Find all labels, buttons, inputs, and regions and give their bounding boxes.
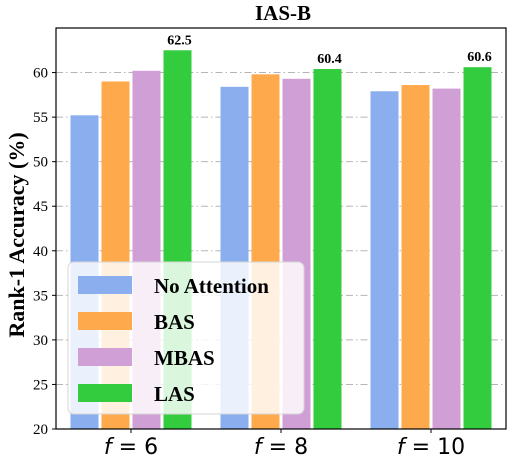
legend-swatch [78, 384, 132, 402]
legend-box [67, 261, 305, 415]
legend-swatch [78, 348, 132, 366]
x-tick-label: f = 6 [104, 435, 158, 457]
y-tick-label: 60 [33, 66, 48, 82]
y-tick-label: 50 [33, 155, 48, 171]
data-label: 62.5 [167, 33, 192, 48]
bar [463, 67, 492, 429]
legend: No Attention BAS MBAS LAS [67, 261, 305, 415]
x-tick-label: f = 10 [397, 435, 465, 457]
y-tick-label: 55 [33, 110, 48, 126]
y-tick-label: 40 [33, 244, 48, 260]
x-tick-label: f = 8 [254, 435, 308, 457]
y-axis-label: Rank-1 Accuracy (%) [4, 132, 29, 337]
y-tick-label: 25 [33, 377, 48, 393]
legend-swatch [78, 276, 132, 294]
y-tick-label: 20 [33, 422, 48, 438]
y-tick-label: 35 [33, 288, 48, 304]
bar [313, 68, 342, 429]
y-tick-label: 30 [33, 333, 48, 349]
y-tick-label: 45 [33, 199, 48, 215]
legend-label: MBAS [154, 346, 215, 370]
data-label: 60.6 [467, 50, 492, 65]
legend-label: LAS [154, 382, 195, 406]
x-axis-ticks: f = 6 f = 8 f = 10 [104, 429, 465, 457]
y-axis-ticks: 20 25 30 35 40 45 50 55 60 [33, 66, 56, 438]
legend-label: BAS [154, 310, 195, 334]
data-labels: 62.5 60.4 60.6 [167, 33, 492, 67]
legend-label: No Attention [154, 274, 269, 298]
bar [370, 91, 399, 429]
bar [401, 85, 430, 429]
data-label: 60.4 [317, 52, 342, 67]
bar [432, 88, 461, 430]
legend-swatch [78, 312, 132, 330]
chart-title: IAS-B [255, 1, 311, 25]
